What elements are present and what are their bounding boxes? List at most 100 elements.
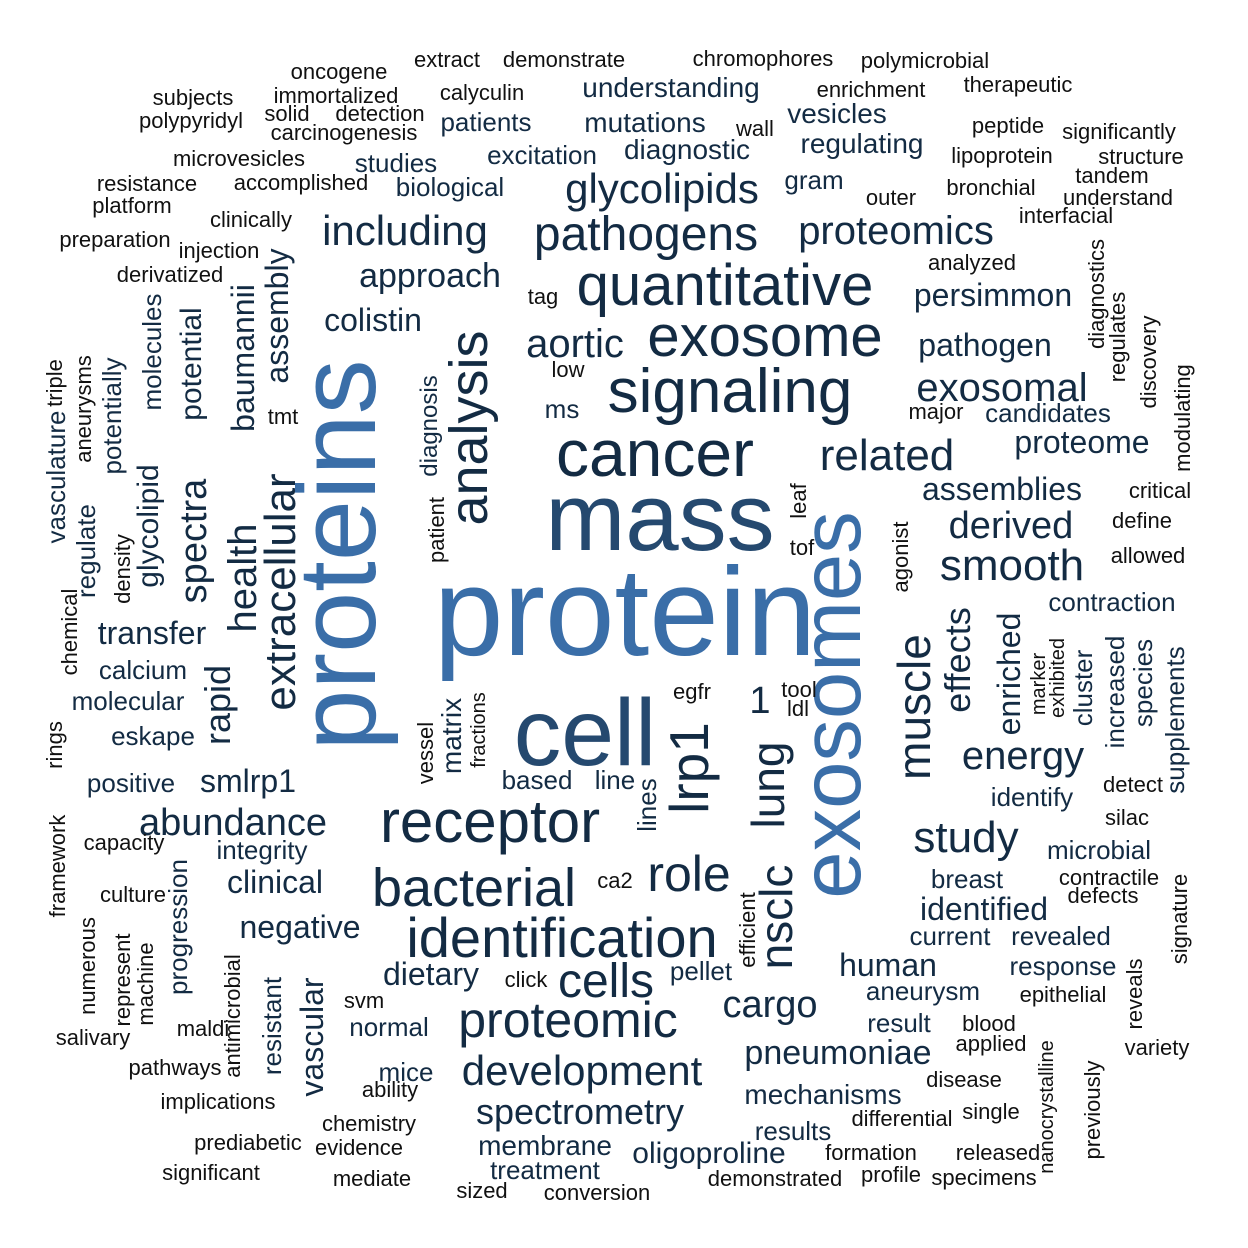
word-agonist: agonist	[888, 522, 913, 593]
word-receptor: receptor	[380, 788, 600, 855]
word-proteome: proteome	[1014, 424, 1149, 460]
word-cells: cells	[558, 955, 654, 1008]
word-accomplished: accomplished	[234, 170, 369, 195]
word-extracellular: extracellular	[256, 473, 305, 710]
word-mass: mass	[545, 464, 774, 571]
word-smlrp1: smlrp1	[200, 763, 296, 799]
word-spectra: spectra	[173, 478, 215, 603]
word-quantitative: quantitative	[577, 253, 874, 318]
word-human: human	[839, 947, 937, 983]
word-pathways: pathways	[129, 1055, 222, 1080]
word-proteins: proteins	[276, 359, 399, 750]
word-maldi: maldi	[177, 1016, 230, 1041]
word-lipoprotein: lipoprotein	[951, 143, 1053, 168]
word-tool: tool	[781, 677, 816, 702]
word-aneurysm: aneurysm	[866, 976, 980, 1006]
word-identify: identify	[991, 782, 1073, 812]
word-contractile: contractile	[1059, 865, 1159, 890]
word-vasculature: vasculature	[41, 411, 71, 544]
word-pathogens: pathogens	[534, 208, 758, 261]
word-mediate: mediate	[333, 1166, 411, 1191]
word-allowed: allowed	[1111, 543, 1186, 568]
word-approach: approach	[359, 257, 501, 295]
word-candidates: candidates	[985, 398, 1111, 428]
word-rapid: rapid	[197, 665, 238, 745]
word-lung: lung	[742, 742, 794, 829]
word-demonstrate: demonstrate	[503, 47, 625, 72]
word-specimens: specimens	[931, 1165, 1036, 1190]
word-significant: significant	[162, 1160, 260, 1185]
word-detection: detection	[335, 101, 424, 126]
word-differential: differential	[851, 1106, 952, 1131]
word-tag: tag	[528, 284, 559, 309]
word-oncogene: oncogene	[291, 59, 388, 84]
word-modulating: modulating	[1170, 364, 1195, 472]
word-significantly: significantly	[1062, 119, 1176, 144]
word-based: based	[502, 765, 573, 795]
word-detect: detect	[1103, 772, 1163, 797]
word-diagnosis: diagnosis	[416, 375, 443, 476]
word-negative: negative	[240, 909, 361, 945]
word-mechanisms: mechanisms	[744, 1079, 901, 1110]
word-potentially: potentially	[97, 357, 127, 474]
word-vesicles: vesicles	[787, 98, 887, 129]
word-lines: lines	[632, 778, 662, 831]
word-define: define	[1112, 508, 1172, 533]
word-regulating: regulating	[801, 128, 924, 159]
word-platform: platform	[92, 193, 171, 218]
word-tof: tof	[790, 535, 815, 560]
word-understanding: understanding	[582, 72, 759, 103]
word-efficient: efficient	[735, 892, 760, 967]
word-role: role	[647, 846, 730, 902]
word-cancer: cancer	[556, 416, 754, 490]
word-species: species	[1128, 639, 1158, 727]
word-proteomic: proteomic	[458, 992, 678, 1048]
word-major: major	[908, 399, 963, 424]
word-numerous: numerous	[75, 917, 100, 1015]
word-formation: formation	[825, 1140, 917, 1165]
word-mice: mice	[379, 1057, 434, 1087]
word-smooth: smooth	[940, 541, 1084, 590]
word-variety: variety	[1125, 1035, 1190, 1060]
word-discovery: discovery	[1136, 316, 1161, 409]
word-regulates: regulates	[1105, 292, 1130, 383]
word-signature: signature	[1167, 874, 1192, 965]
word-released: released	[956, 1140, 1040, 1165]
word-ca2: ca2	[597, 868, 632, 893]
word-rings: rings	[42, 721, 67, 769]
word-applied: applied	[956, 1031, 1027, 1056]
word-low: low	[551, 357, 584, 382]
word-calyculin: calyculin	[440, 80, 524, 105]
word-molecular: molecular	[72, 686, 185, 716]
word-derivatized: derivatized	[117, 262, 223, 287]
word-microbial: microbial	[1047, 835, 1151, 865]
word-1: 1	[749, 680, 770, 722]
word-tmt: tmt	[268, 404, 299, 429]
word-energy: energy	[962, 734, 1084, 778]
word-evidence: evidence	[315, 1135, 403, 1160]
word-outer: outer	[866, 185, 916, 210]
word-injection: injection	[179, 238, 260, 263]
word-single: single	[962, 1099, 1019, 1124]
word-exosome: exosome	[647, 304, 882, 369]
word-subjects: subjects	[153, 85, 234, 110]
word-studies: studies	[355, 148, 437, 178]
word-glycolipids: glycolipids	[565, 165, 759, 212]
word-enrichment: enrichment	[817, 77, 926, 102]
word-glycolipid: glycolipid	[132, 464, 165, 587]
word-machine: machine	[133, 942, 158, 1025]
word-eskape: eskape	[111, 721, 195, 751]
word-exhibited: exhibited	[1047, 638, 1069, 718]
word-lrp1: lrp1	[658, 722, 720, 814]
word-signaling: signaling	[608, 357, 853, 426]
word-extract: extract	[414, 47, 480, 72]
word-effects: effects	[937, 607, 978, 712]
word-exosomal: exosomal	[916, 366, 1087, 410]
word-muscle: muscle	[888, 634, 940, 780]
word-therapeutic: therapeutic	[964, 72, 1073, 97]
word-dietary: dietary	[383, 956, 479, 992]
word-wall: wall	[735, 116, 774, 141]
word-excitation: excitation	[487, 140, 597, 170]
word-represent: represent	[110, 934, 135, 1027]
word-critical: critical	[1129, 478, 1191, 503]
